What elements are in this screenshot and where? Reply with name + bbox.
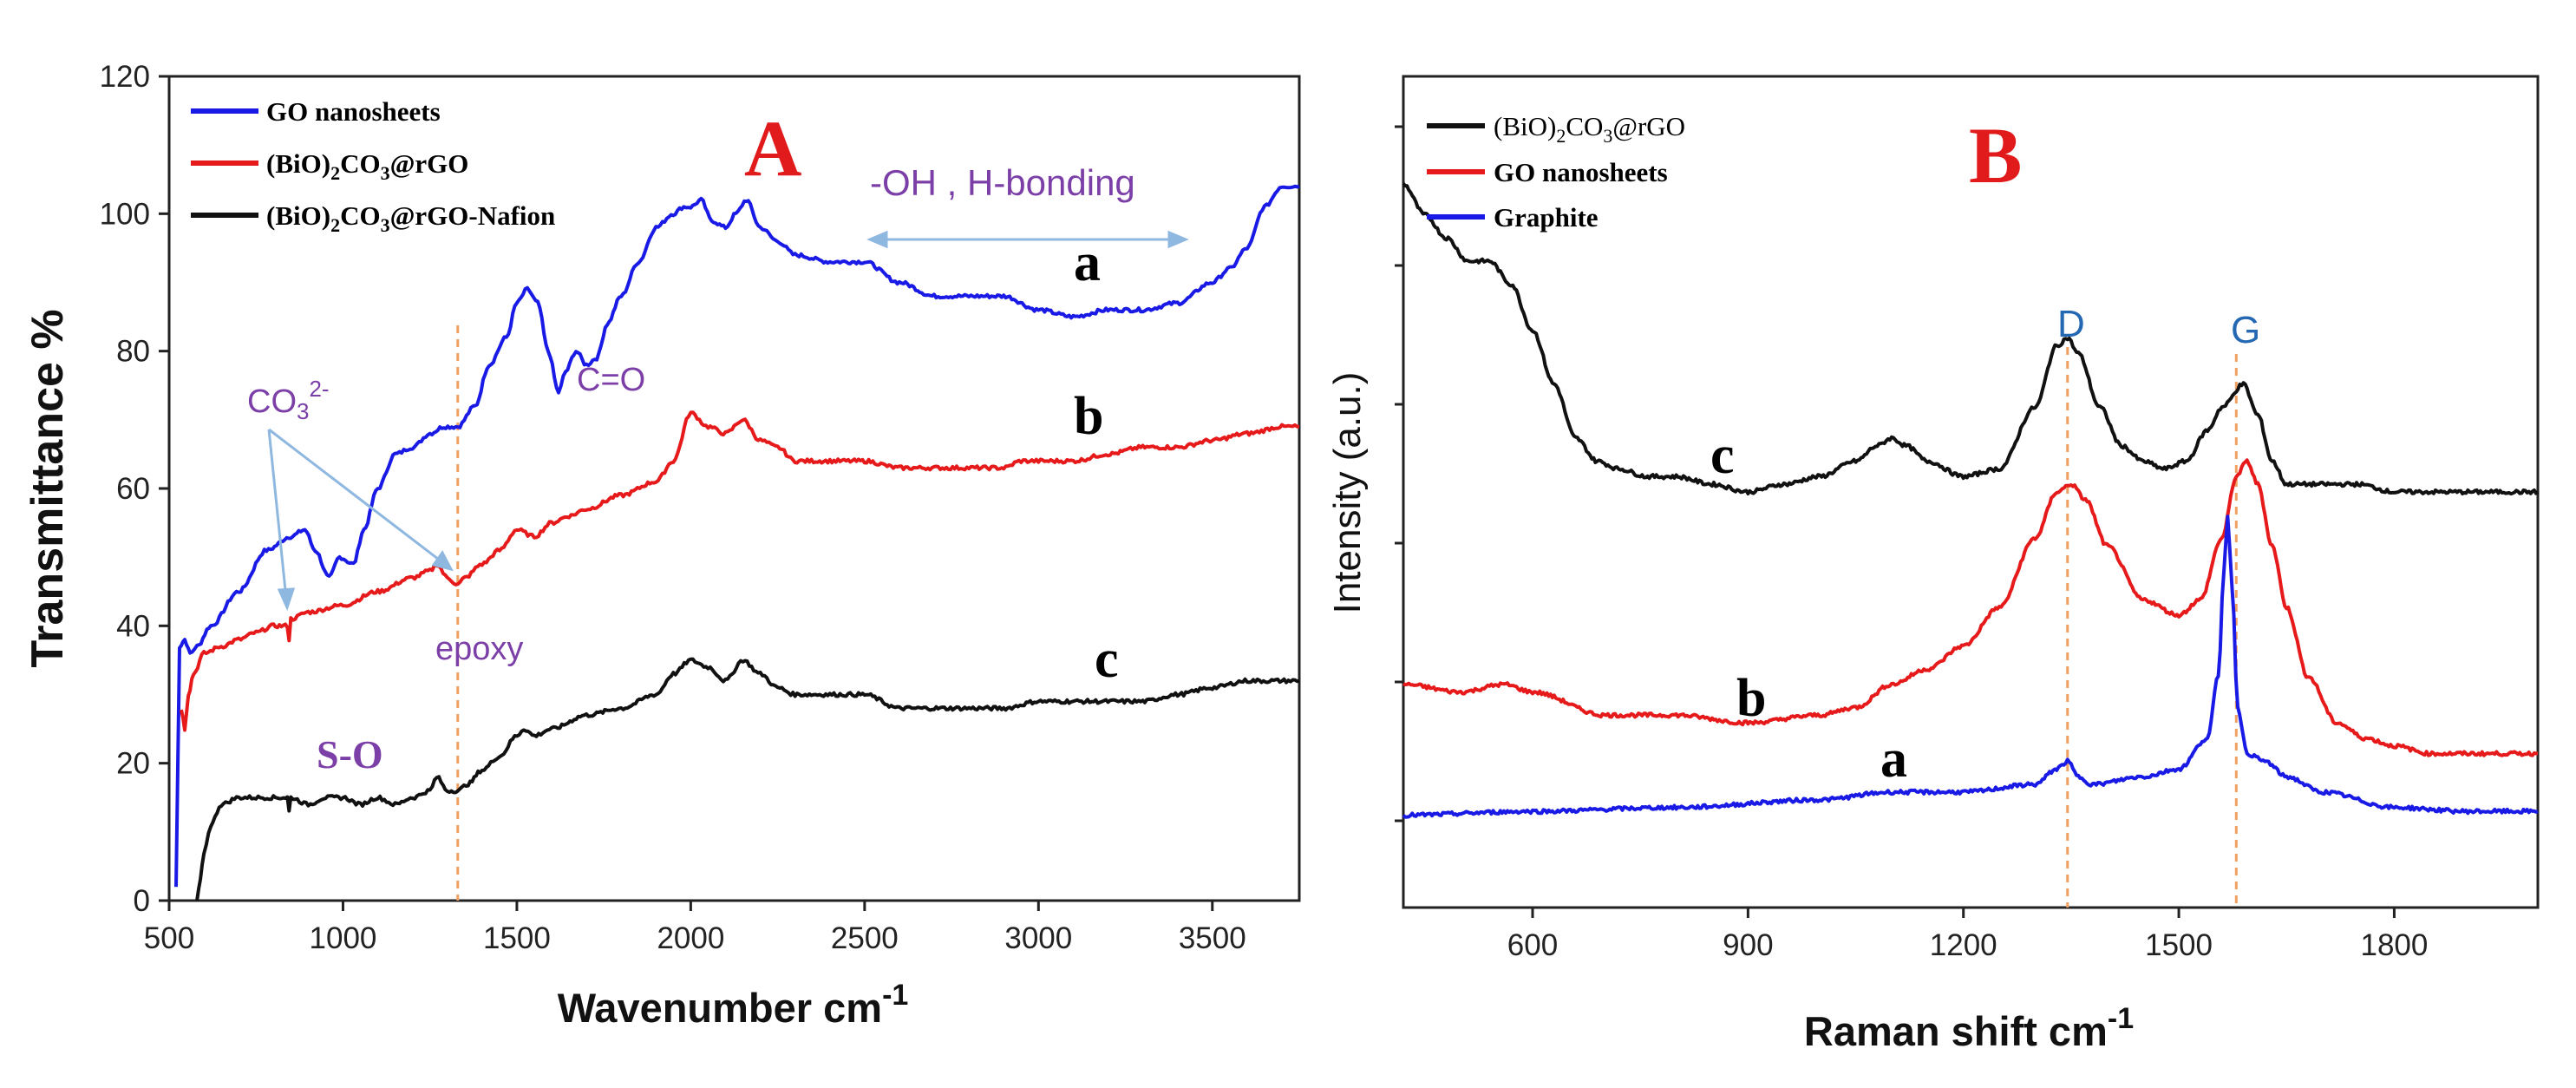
legend-a-label-1: GO nanosheets	[266, 96, 441, 127]
panel-a: 500 1000 1500 2000 2500 3000 3500 0 20 40 60 80 100 1…	[23, 60, 1301, 1031]
panel-b-letter: B	[1969, 111, 2022, 200]
peak-d-label: D	[2057, 303, 2085, 345]
a-xtick-label: 3000	[1004, 921, 1072, 955]
panel-a-ticks: 500 1000 1500 2000 2500 3000 3500 0 20 40 60 80 100 1…	[100, 60, 1246, 955]
panel-a-curves	[174, 184, 1300, 901]
legend-b-label-2: GO nanosheets	[1494, 157, 1668, 187]
panel-a-legend: GO nanosheets (BiO)2CO3@rGO (BiO)2CO3@rG…	[191, 96, 555, 236]
oh-hbonding-label: -OH , H-bonding	[870, 162, 1135, 203]
oh-range-arrow	[866, 230, 1189, 249]
b-xtick-label: 600	[1507, 928, 1558, 962]
a-ytick-label: 100	[100, 197, 150, 231]
a-series-line-c	[195, 657, 1300, 901]
legend-a-label-3: (BiO)2CO3@rGO-Nafion	[266, 200, 555, 236]
panel-b-curves	[1402, 182, 2540, 819]
panel-b-xlabel-text: Raman shift cm	[1804, 1008, 2108, 1054]
curve-c-letter-b: c	[1710, 426, 1735, 485]
a-series-line-a	[174, 184, 1300, 888]
panel-a-letter: A	[744, 104, 801, 193]
b-xtick-label: 900	[1723, 928, 1773, 962]
peak-g-label: G	[2231, 309, 2260, 351]
panel-b-ylabel: Intensity (a.u.)	[1326, 372, 1369, 614]
a-ytick-label: 20	[116, 747, 150, 781]
panel-b-ticks: 600 900 1200 1500 1800	[1395, 125, 2428, 962]
panel-b-xlabel-sup: -1	[2108, 1002, 2134, 1035]
panel-b-guides	[2066, 347, 2238, 908]
panel-b-axes-frame	[1402, 75, 2540, 909]
a-xtick-label: 2000	[657, 921, 724, 955]
legend-a-label-2: (BiO)2CO3@rGO	[266, 148, 468, 184]
epoxy-label: epoxy	[435, 631, 523, 667]
a-xtick-label: 1500	[483, 921, 551, 955]
a-xtick-label: 1000	[310, 921, 377, 955]
panel-a-xlabel-sup: -1	[882, 979, 908, 1012]
b-xtick-label: 1200	[1930, 928, 1997, 962]
b-xtick-label: 1800	[2360, 928, 2428, 962]
a-xtick-label: 500	[144, 921, 194, 955]
b-series-line-c	[1402, 182, 2540, 496]
panel-b-legend: (BiO)2CO3@rGO GO nanosheets Graphite	[1427, 111, 1685, 233]
curve-a-letter: a	[1074, 233, 1101, 292]
panel-b: 600 900 1200 1500 1800 Intensity (a.u.) Rama…	[1326, 75, 2540, 1054]
a-ytick-label: 120	[100, 60, 150, 94]
co3-label: CO32-	[247, 376, 330, 424]
curve-c-letter: c	[1095, 630, 1119, 689]
a-ytick-label: 80	[116, 335, 150, 369]
a-ytick-label: 60	[116, 472, 150, 506]
panel-a-xlabel: Wavenumber cm-1	[558, 979, 909, 1031]
panel-b-xlabel: Raman shift cm-1	[1804, 1002, 2134, 1054]
curve-b-letter-b: b	[1736, 669, 1766, 728]
a-xtick-label: 3500	[1179, 921, 1246, 955]
panel-a-xlabel-text: Wavenumber cm	[558, 985, 882, 1031]
a-series-line-b	[180, 410, 1300, 732]
legend-b-label-3: Graphite	[1494, 202, 1599, 233]
co-label: C=O	[577, 362, 645, 398]
co3-arrows	[267, 428, 454, 612]
legend-b-label-1: (BiO)2CO3@rGO	[1494, 111, 1685, 147]
curve-a-letter-b: a	[1880, 730, 1907, 789]
curve-b-letter: b	[1074, 387, 1103, 446]
so-label: S-O	[317, 732, 383, 777]
a-ytick-label: 40	[116, 609, 150, 643]
b-series-line-a	[1402, 515, 2539, 819]
a-xtick-label: 2500	[831, 921, 899, 955]
a-ytick-label: 0	[134, 884, 150, 918]
panel-a-ylabel: Transmittance %	[23, 309, 73, 667]
b-xtick-label: 1500	[2145, 928, 2213, 962]
b-series-line-b	[1402, 458, 2539, 757]
